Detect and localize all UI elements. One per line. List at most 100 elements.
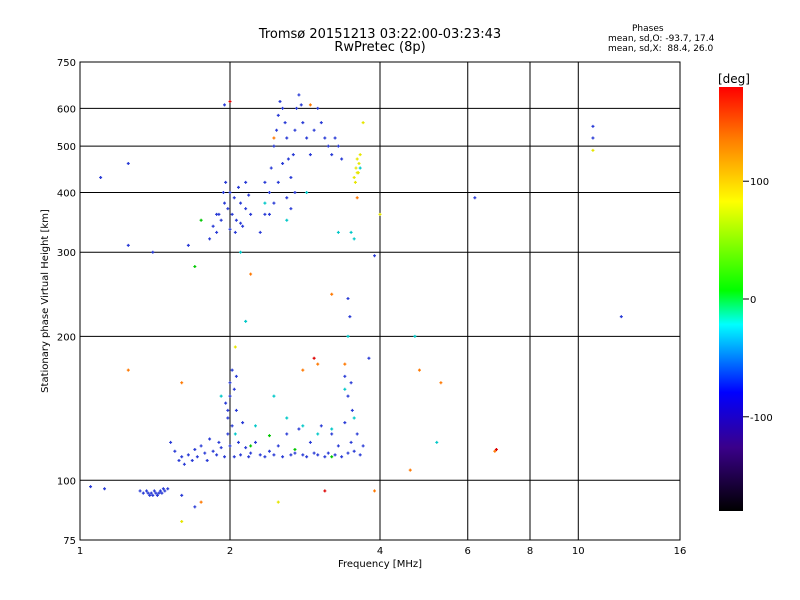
data-point bbox=[228, 227, 232, 231]
data-point bbox=[289, 453, 293, 457]
data-point bbox=[346, 394, 350, 398]
data-point bbox=[234, 408, 238, 412]
data-point bbox=[316, 106, 320, 110]
data-point bbox=[353, 180, 357, 184]
data-point bbox=[239, 250, 243, 254]
data-point bbox=[244, 446, 248, 450]
y-tick-label: 100 bbox=[57, 476, 76, 487]
data-point bbox=[232, 387, 236, 391]
data-point bbox=[293, 190, 297, 194]
data-point bbox=[249, 451, 253, 455]
grid-lines bbox=[80, 62, 680, 540]
data-point bbox=[340, 157, 344, 161]
data-point bbox=[333, 453, 337, 457]
data-point bbox=[244, 319, 248, 323]
data-point bbox=[319, 424, 323, 428]
data-point bbox=[323, 136, 327, 140]
data-point bbox=[177, 458, 181, 462]
data-point bbox=[276, 500, 280, 504]
data-point bbox=[267, 449, 271, 453]
colorbar-tick-label: 100 bbox=[750, 177, 769, 188]
data-point bbox=[267, 434, 271, 438]
data-point bbox=[263, 180, 267, 184]
data-point bbox=[297, 427, 301, 431]
data-point bbox=[281, 161, 285, 165]
data-point bbox=[285, 416, 289, 420]
data-point bbox=[373, 254, 377, 258]
data-point bbox=[239, 221, 243, 225]
data-point bbox=[126, 368, 130, 372]
x-axis-label: Frequency [MHz] bbox=[338, 559, 422, 570]
y-axis-label: Stationary phase Virtual Height [km] bbox=[40, 209, 51, 393]
data-point bbox=[230, 424, 234, 428]
data-point bbox=[349, 230, 353, 234]
data-point bbox=[230, 212, 234, 216]
data-point bbox=[293, 451, 297, 455]
data-point bbox=[233, 345, 237, 349]
data-point bbox=[161, 487, 165, 491]
data-point bbox=[330, 455, 334, 459]
data-point bbox=[233, 230, 237, 234]
data-point bbox=[343, 374, 347, 378]
data-point bbox=[272, 136, 276, 140]
data-point bbox=[226, 416, 230, 420]
y-tick-label: 200 bbox=[57, 332, 76, 343]
data-point bbox=[205, 458, 209, 462]
data-point bbox=[269, 166, 273, 170]
data-point bbox=[316, 362, 320, 366]
data-point bbox=[241, 421, 245, 425]
data-point bbox=[312, 356, 316, 360]
data-point bbox=[226, 408, 230, 412]
data-point bbox=[281, 106, 285, 110]
data-point bbox=[145, 489, 149, 493]
data-point bbox=[272, 201, 276, 205]
data-point bbox=[263, 212, 267, 216]
data-point bbox=[126, 243, 130, 247]
data-point bbox=[154, 491, 158, 495]
data-point bbox=[215, 212, 219, 216]
data-point bbox=[305, 455, 309, 459]
data-point bbox=[239, 453, 243, 457]
data-point bbox=[247, 455, 251, 459]
x-tick-label: 4 bbox=[377, 546, 383, 557]
data-point bbox=[226, 432, 230, 436]
data-point bbox=[182, 462, 186, 466]
data-point bbox=[301, 368, 305, 372]
data-point bbox=[180, 519, 184, 523]
data-point bbox=[326, 451, 330, 455]
data-point bbox=[293, 128, 297, 132]
data-point bbox=[180, 381, 184, 385]
data-point bbox=[413, 334, 417, 338]
y-tick-label: 400 bbox=[57, 188, 76, 199]
data-point bbox=[289, 207, 293, 211]
x-tick-label: 10 bbox=[572, 546, 585, 557]
data-point bbox=[312, 451, 316, 455]
data-points bbox=[89, 93, 623, 523]
plot-frame bbox=[79, 61, 681, 541]
data-point bbox=[276, 444, 280, 448]
data-point bbox=[232, 455, 236, 459]
data-point bbox=[289, 175, 293, 179]
data-point bbox=[148, 493, 152, 497]
data-point bbox=[149, 491, 153, 495]
data-point bbox=[346, 297, 350, 301]
data-point bbox=[417, 368, 421, 372]
data-point bbox=[195, 455, 199, 459]
data-point bbox=[378, 212, 382, 216]
data-point bbox=[316, 453, 320, 457]
data-point bbox=[355, 157, 359, 161]
data-point bbox=[228, 394, 232, 398]
x-tick-label: 8 bbox=[527, 546, 533, 557]
colorbar-tick-label: 0 bbox=[750, 295, 756, 306]
data-point bbox=[103, 487, 107, 491]
data-point bbox=[285, 196, 289, 200]
colorbar-ticks: 100 0 -100 bbox=[743, 177, 773, 424]
data-point bbox=[355, 432, 359, 436]
data-point bbox=[473, 196, 477, 200]
data-point bbox=[244, 180, 248, 184]
data-point bbox=[199, 500, 203, 504]
data-point bbox=[352, 449, 356, 453]
data-point bbox=[308, 153, 312, 157]
data-point bbox=[221, 190, 225, 194]
